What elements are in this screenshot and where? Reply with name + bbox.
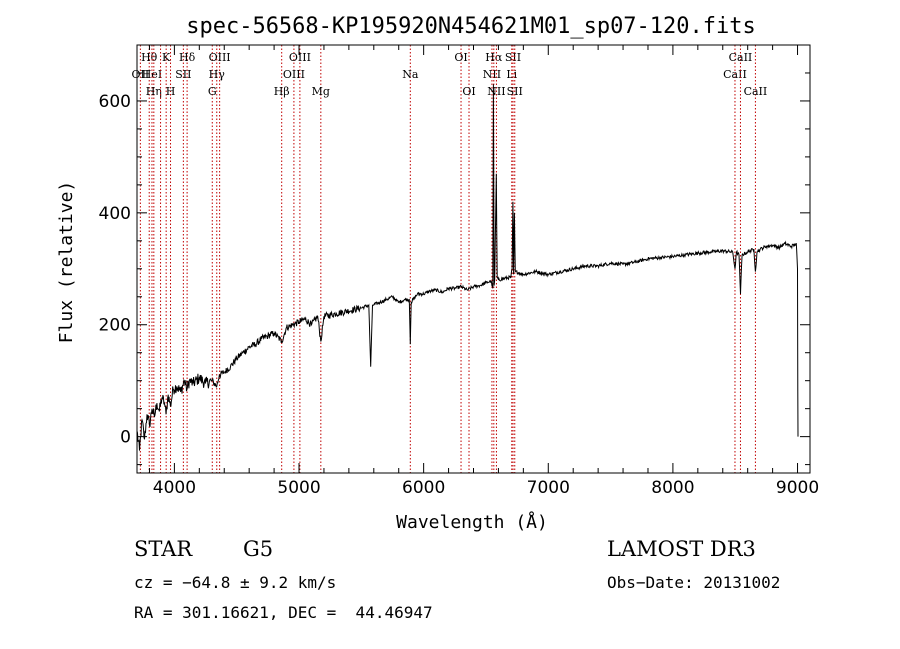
chart-title: spec-56568-KP195920N454621M01_sp07-120.f…	[186, 14, 756, 39]
x-axis-label: Wavelength (Å)	[396, 511, 548, 533]
y-tick-label: 600	[99, 92, 131, 112]
x-tick-label: 5000	[277, 478, 320, 498]
x-tick-label: 7000	[527, 478, 570, 498]
line-marker-label: Hη	[146, 85, 162, 98]
line-marker-label: SII	[175, 68, 191, 81]
y-tick-label: 400	[99, 204, 131, 224]
line-marker-label: NII	[483, 68, 501, 81]
redshift-cz: cz = −64.8 ± 9.2 km/s	[134, 573, 337, 592]
line-marker-label: Hδ	[179, 51, 196, 64]
line-marker-label: HeI	[142, 68, 162, 81]
line-marker-label: Hθ	[141, 51, 158, 64]
x-tick-label: 9000	[776, 478, 819, 498]
line-marker-label: OI	[462, 85, 475, 98]
line-marker-label: Li	[506, 68, 517, 81]
line-marker-label: Na	[402, 68, 419, 81]
spectrum-series	[136, 84, 799, 451]
line-marker-label: H	[166, 85, 176, 98]
line-marker-label: OI	[454, 51, 467, 64]
observation-date: Obs−Date: 20131002	[607, 573, 781, 592]
line-marker-label: Hβ	[274, 85, 290, 98]
line-marker-label: OIII	[283, 68, 305, 81]
y-axis-label: Flux (relative)	[56, 181, 77, 344]
y-tick-label: 0	[120, 428, 131, 448]
y-tick-label: 200	[99, 316, 131, 336]
line-marker-label: K	[162, 51, 171, 64]
plot-frame	[136, 44, 811, 474]
line-marker-label: CaII	[744, 85, 768, 98]
line-marker-label: Hα	[485, 51, 503, 64]
spectrum-line	[136, 84, 799, 451]
ra-dec-coordinates: RA = 301.16621, DEC = 44.46947	[134, 603, 433, 622]
line-marker-label: NII	[487, 85, 505, 98]
line-marker-label: OII	[132, 68, 150, 81]
object-type: STAR	[134, 537, 193, 561]
line-marker-label: Hγ	[209, 68, 226, 81]
line-markers: OII Hθ HeI Hη K H SII Hδ G Hγ OIII Hβ OIII OIII Mg Na OI…	[132, 45, 768, 473]
x-tick-label: 4000	[153, 478, 196, 498]
line-marker-label: CaII	[723, 68, 747, 81]
x-tick-label: 6000	[402, 478, 445, 498]
line-marker-label: SII	[505, 51, 521, 64]
line-marker-label: G	[208, 85, 217, 98]
survey-name: LAMOST DR3	[607, 537, 756, 561]
line-marker-label: Mg	[312, 85, 330, 98]
line-marker-label: CaII	[729, 51, 753, 64]
line-marker-label: SII	[507, 85, 523, 98]
object-subclass: G5	[243, 537, 274, 561]
axis-ticks: 4000 5000 6000 7000 8000 9000 0 200 400 600	[99, 45, 819, 498]
line-marker-label: OIII	[289, 51, 311, 64]
line-marker-label: OIII	[209, 51, 231, 64]
x-tick-label: 8000	[651, 478, 694, 498]
